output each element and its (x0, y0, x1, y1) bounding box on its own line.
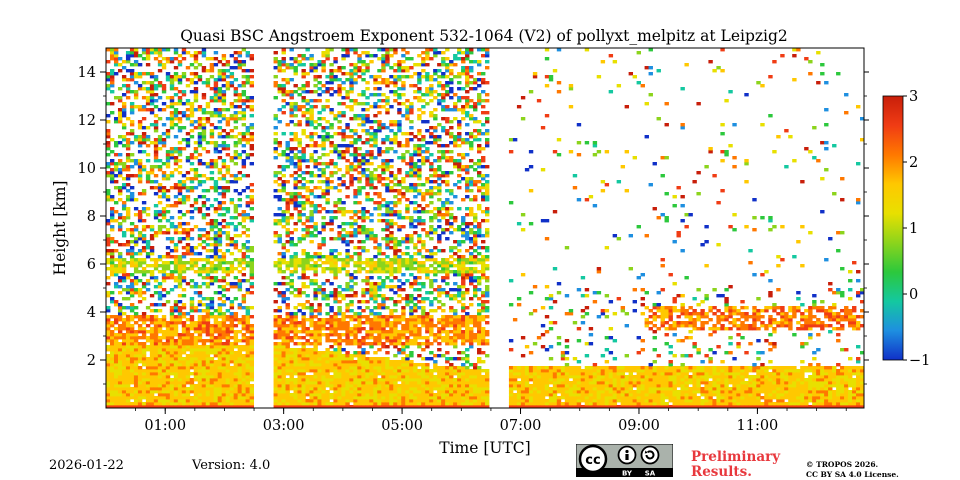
y-tick-label: 6 (87, 257, 96, 273)
x-axis: 01:00 03:00 05:00 07:00 09:00 11:00 (135, 408, 847, 434)
colorbar-ticks: −1 0 1 2 3 (903, 89, 930, 369)
x-tick-label: 09:00 (618, 418, 660, 434)
y-tick-label: 12 (78, 113, 96, 129)
x-tick-label: 05:00 (381, 418, 423, 434)
y-tick-label: 14 (78, 65, 96, 81)
y-axis-label: Height [km] (51, 181, 69, 276)
preliminary-notice: Preliminary Results. (691, 450, 780, 480)
footer-version: Version: 4.0 (192, 458, 271, 473)
y-axis: 2 4 6 8 10 12 14 (78, 65, 869, 385)
x-tick-label: 01:00 (144, 418, 186, 434)
by-text: BY (622, 470, 633, 478)
y-tick-label: 4 (87, 305, 96, 321)
x-tick-label: 07:00 (500, 418, 542, 434)
y-tick-label: 8 (87, 209, 96, 225)
preliminary-line-2: Results. (691, 464, 752, 480)
y-tick-label: 2 (87, 353, 96, 369)
y-tick-label: 10 (78, 161, 96, 177)
colorbar-tick-label: 3 (909, 89, 918, 105)
colorbar-tick-label: −1 (909, 353, 930, 369)
sa-text: SA (645, 470, 656, 478)
cc-license-badge: cc BY SA (576, 444, 673, 477)
copyright-line-1: © TROPOS 2026. (806, 460, 879, 469)
plot-frame (105, 47, 865, 409)
chart-title: Quasi BSC Angstroem Exponent 532-1064 (V… (180, 27, 788, 45)
x-tick-label: 03:00 (263, 418, 305, 434)
cc-icon (578, 444, 608, 474)
colorbar-tick-label: 1 (909, 221, 918, 237)
sa-icon (640, 445, 660, 465)
x-tick-label: 11:00 (737, 418, 779, 434)
footer-date: 2026-01-22 (49, 458, 124, 473)
copyright-notice: © TROPOS 2026. CC BY SA 4.0 License. (806, 460, 899, 480)
cc-text: cc (585, 453, 600, 468)
colorbar-tick-label: 0 (909, 287, 918, 303)
colorbar (882, 95, 904, 361)
colorbar-tick-label: 2 (909, 155, 918, 171)
x-axis-label: Time [UTC] (439, 439, 530, 457)
copyright-line-2: CC BY SA 4.0 License. (806, 470, 899, 479)
preliminary-line-1: Preliminary (691, 449, 781, 465)
heatmap-area (106, 48, 864, 408)
